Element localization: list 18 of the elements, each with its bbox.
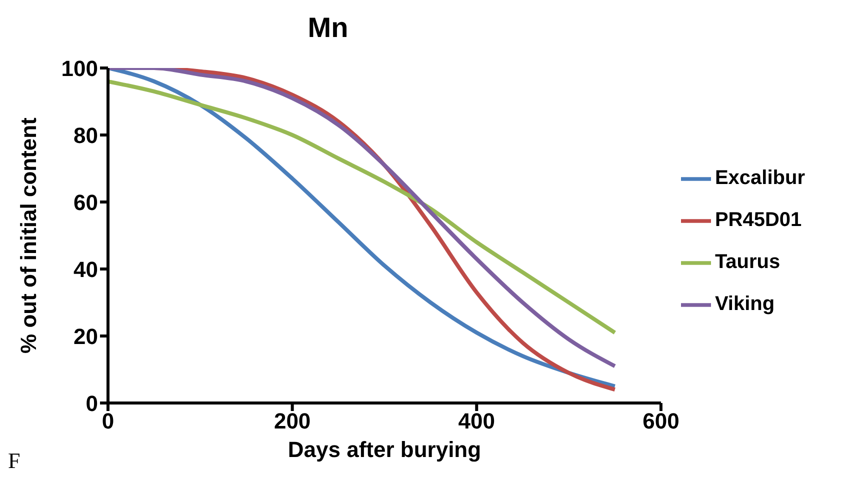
- y-tick-label: 0: [86, 390, 98, 416]
- y-tick-label: 80: [74, 122, 98, 148]
- x-axis-title: Days after burying: [288, 437, 482, 462]
- legend-label: Excalibur: [714, 166, 805, 188]
- chart-title: Mn: [306, 12, 350, 44]
- y-tick-label: 20: [74, 324, 98, 349]
- text: F: [8, 448, 20, 474]
- legend-label: Taurus: [714, 250, 780, 272]
- y-axis-title: % out of initial content: [16, 116, 41, 354]
- x-tick-label: 400: [458, 408, 495, 434]
- x-tick-label: 600: [642, 408, 680, 434]
- y-tick-label: 100: [61, 56, 98, 81]
- legend-label: PR45D01: [714, 208, 802, 230]
- x-tick-label: 200: [274, 408, 311, 434]
- legend-label: Viking: [714, 292, 775, 314]
- y-tick-label: 40: [74, 256, 98, 282]
- y-tick-label: 60: [74, 190, 98, 215]
- x-tick-label: 0: [102, 408, 114, 434]
